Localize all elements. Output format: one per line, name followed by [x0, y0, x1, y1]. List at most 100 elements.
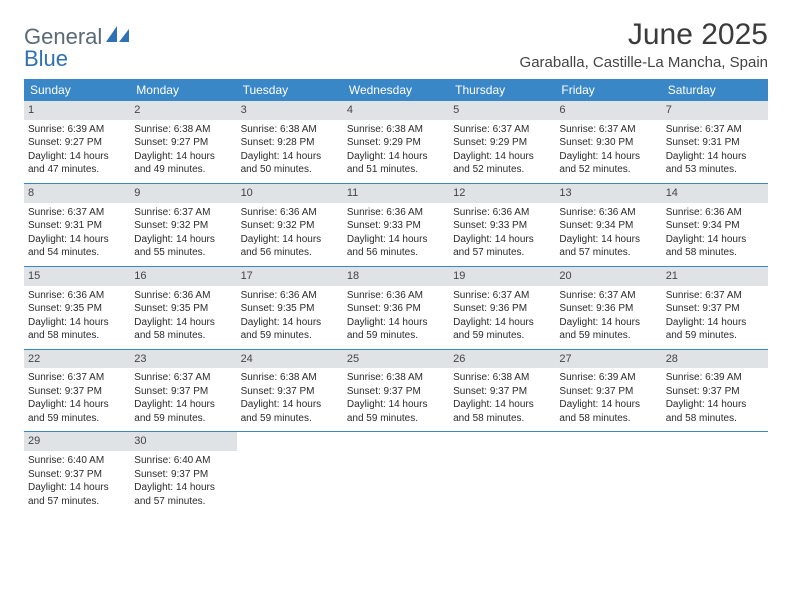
day-number: 9: [130, 184, 236, 203]
month-title: June 2025: [520, 18, 768, 52]
day-cell: 21Sunrise: 6:37 AMSunset: 9:37 PMDayligh…: [662, 267, 768, 349]
day-cell: 24Sunrise: 6:38 AMSunset: 9:37 PMDayligh…: [237, 350, 343, 432]
daylight-line: Daylight: 14 hours and 58 minutes.: [453, 398, 551, 425]
sunset-line: Sunset: 9:37 PM: [28, 385, 126, 399]
sunset-line: Sunset: 9:37 PM: [453, 385, 551, 399]
day-number: 29: [24, 432, 130, 451]
day-number: 23: [130, 350, 236, 369]
sunset-line: Sunset: 9:32 PM: [134, 219, 232, 233]
day-number: 21: [662, 267, 768, 286]
daylight-line: Daylight: 14 hours and 57 minutes.: [28, 481, 126, 508]
day-number: 7: [662, 101, 768, 120]
daylight-line: Daylight: 14 hours and 55 minutes.: [134, 233, 232, 260]
day-cell: 19Sunrise: 6:37 AMSunset: 9:36 PMDayligh…: [449, 267, 555, 349]
logo: General Blue: [24, 24, 132, 70]
sunset-line: Sunset: 9:35 PM: [28, 302, 126, 316]
day-cell: 8Sunrise: 6:37 AMSunset: 9:31 PMDaylight…: [24, 184, 130, 266]
day-cell: 29Sunrise: 6:40 AMSunset: 9:37 PMDayligh…: [24, 432, 130, 514]
daylight-line: Daylight: 14 hours and 59 minutes.: [666, 316, 764, 343]
daylight-line: Daylight: 14 hours and 59 minutes.: [559, 316, 657, 343]
day-number: 3: [237, 101, 343, 120]
daylight-line: Daylight: 14 hours and 57 minutes.: [559, 233, 657, 260]
sunrise-line: Sunrise: 6:37 AM: [28, 371, 126, 385]
sunrise-line: Sunrise: 6:36 AM: [666, 206, 764, 220]
daylight-line: Daylight: 14 hours and 57 minutes.: [453, 233, 551, 260]
day-cell: 30Sunrise: 6:40 AMSunset: 9:37 PMDayligh…: [130, 432, 236, 514]
day-number: 26: [449, 350, 555, 369]
weeks-container: 1Sunrise: 6:39 AMSunset: 9:27 PMDaylight…: [24, 101, 768, 514]
sunrise-line: Sunrise: 6:37 AM: [559, 123, 657, 137]
sunset-line: Sunset: 9:37 PM: [134, 468, 232, 482]
weekday-cell: Thursday: [449, 79, 555, 101]
sunrise-line: Sunrise: 6:38 AM: [241, 123, 339, 137]
day-number: 4: [343, 101, 449, 120]
week-row: 15Sunrise: 6:36 AMSunset: 9:35 PMDayligh…: [24, 267, 768, 350]
day-number: 16: [130, 267, 236, 286]
sunrise-line: Sunrise: 6:36 AM: [241, 289, 339, 303]
day-number: 2: [130, 101, 236, 120]
sunrise-line: Sunrise: 6:36 AM: [241, 206, 339, 220]
week-row: 8Sunrise: 6:37 AMSunset: 9:31 PMDaylight…: [24, 184, 768, 267]
sunset-line: Sunset: 9:37 PM: [134, 385, 232, 399]
day-number: 18: [343, 267, 449, 286]
daylight-line: Daylight: 14 hours and 50 minutes.: [241, 150, 339, 177]
daylight-line: Daylight: 14 hours and 49 minutes.: [134, 150, 232, 177]
logo-text-blue: Blue: [24, 48, 68, 70]
week-row: 1Sunrise: 6:39 AMSunset: 9:27 PMDaylight…: [24, 101, 768, 184]
sunset-line: Sunset: 9:31 PM: [666, 136, 764, 150]
sunset-line: Sunset: 9:29 PM: [347, 136, 445, 150]
daylight-line: Daylight: 14 hours and 59 minutes.: [28, 398, 126, 425]
daylight-line: Daylight: 14 hours and 58 minutes.: [559, 398, 657, 425]
daylight-line: Daylight: 14 hours and 52 minutes.: [559, 150, 657, 177]
daylight-line: Daylight: 14 hours and 58 minutes.: [666, 398, 764, 425]
day-cell: 27Sunrise: 6:39 AMSunset: 9:37 PMDayligh…: [555, 350, 661, 432]
day-number: 10: [237, 184, 343, 203]
day-cell: 13 Sunrise: 6:36 AMSunset: 9:34 PMDayligh…: [555, 184, 661, 266]
sunrise-line: Sunrise: 6:39 AM: [28, 123, 126, 137]
day-cell: 5Sunrise: 6:37 AMSunset: 9:29 PMDaylight…: [449, 101, 555, 183]
sunset-line: Sunset: 9:36 PM: [453, 302, 551, 316]
daylight-line: Daylight: 14 hours and 47 minutes.: [28, 150, 126, 177]
daylight-line: Daylight: 14 hours and 59 minutes.: [347, 398, 445, 425]
sunrise-line: Sunrise: 6:39 AM: [559, 371, 657, 385]
day-number: 25: [343, 350, 449, 369]
day-number: 28: [662, 350, 768, 369]
daylight-line: Daylight: 14 hours and 57 minutes.: [134, 481, 232, 508]
week-row: 29Sunrise: 6:40 AMSunset: 9:37 PMDayligh…: [24, 432, 768, 514]
calendar-page: General Blue June 2025 Garaballa, Castil…: [0, 0, 792, 514]
day-number: 22: [24, 350, 130, 369]
daylight-line: Daylight: 14 hours and 58 minutes.: [666, 233, 764, 260]
sunrise-line: Sunrise: 6:39 AM: [666, 371, 764, 385]
sunset-line: Sunset: 9:37 PM: [559, 385, 657, 399]
sunrise-line: Sunrise: 6:36 AM: [347, 289, 445, 303]
sunset-line: Sunset: 9:33 PM: [347, 219, 445, 233]
day-number: 19: [449, 267, 555, 286]
day-number: 30: [130, 432, 236, 451]
weekday-cell: Wednesday: [343, 79, 449, 101]
daylight-line: Daylight: 14 hours and 59 minutes.: [453, 316, 551, 343]
sunrise-line: Sunrise: 6:38 AM: [134, 123, 232, 137]
sunrise-line: Sunrise: 6:37 AM: [453, 123, 551, 137]
day-cell: 22 Sunrise: 6:37 AMSunset: 9:37 PMDayligh…: [24, 350, 130, 432]
daylight-line: Daylight: 14 hours and 58 minutes.: [28, 316, 126, 343]
day-number: 13: [555, 184, 661, 203]
daylight-line: Daylight: 14 hours and 54 minutes.: [28, 233, 126, 260]
daylight-line: Daylight: 14 hours and 56 minutes.: [347, 233, 445, 260]
sunrise-line: Sunrise: 6:38 AM: [347, 123, 445, 137]
sunset-line: Sunset: 9:31 PM: [28, 219, 126, 233]
sunset-line: Sunset: 9:29 PM: [453, 136, 551, 150]
day-cell: 15Sunrise: 6:36 AMSunset: 9:35 PMDayligh…: [24, 267, 130, 349]
day-cell-empty: [662, 432, 768, 514]
sunrise-line: Sunrise: 6:36 AM: [559, 206, 657, 220]
day-cell-empty: [343, 432, 449, 514]
location-text: Garaballa, Castille-La Mancha, Spain: [520, 54, 768, 71]
logo-text-general: General: [24, 26, 102, 48]
day-cell: 9Sunrise: 6:37 AMSunset: 9:32 PMDaylight…: [130, 184, 236, 266]
sunrise-line: Sunrise: 6:36 AM: [347, 206, 445, 220]
sunset-line: Sunset: 9:34 PM: [559, 219, 657, 233]
sunset-line: Sunset: 9:33 PM: [453, 219, 551, 233]
daylight-line: Daylight: 14 hours and 52 minutes.: [453, 150, 551, 177]
day-cell: 25Sunrise: 6:38 AMSunset: 9:37 PMDayligh…: [343, 350, 449, 432]
sunrise-line: Sunrise: 6:37 AM: [559, 289, 657, 303]
day-cell-empty: [237, 432, 343, 514]
